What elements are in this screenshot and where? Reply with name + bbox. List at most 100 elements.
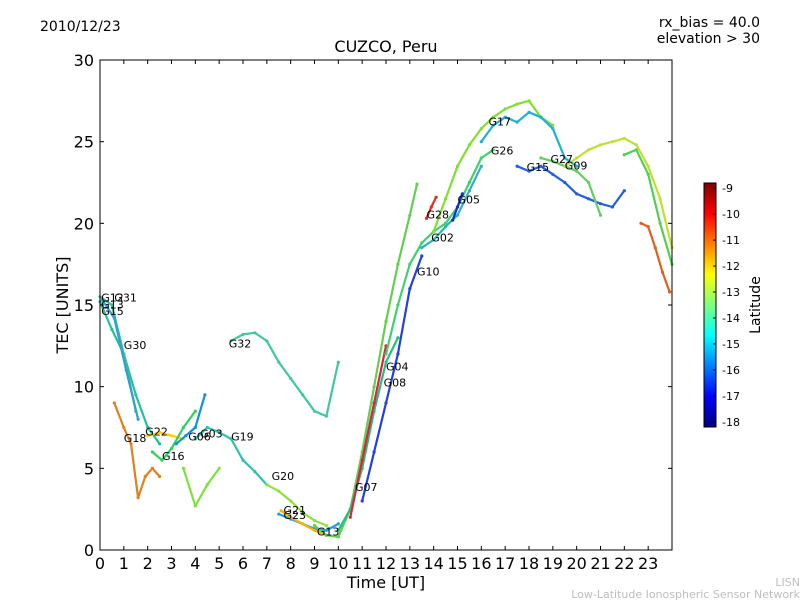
satellite-label: G22 bbox=[145, 426, 168, 439]
series-g06 bbox=[174, 393, 207, 446]
series-g07 bbox=[336, 336, 400, 533]
data-point bbox=[253, 470, 257, 474]
data-point bbox=[634, 148, 638, 152]
data-point bbox=[372, 450, 376, 454]
data-point bbox=[241, 458, 245, 462]
x-tick-label: 15 bbox=[447, 554, 467, 573]
colorbar-tick-label: -11 bbox=[722, 234, 740, 247]
data-point bbox=[279, 509, 283, 513]
data-point bbox=[134, 393, 138, 397]
satellite-label: G30 bbox=[124, 339, 147, 352]
satellite-label: G03 bbox=[200, 427, 223, 440]
series-g30 bbox=[98, 300, 162, 446]
data-point bbox=[658, 197, 662, 201]
x-tick-label: 11 bbox=[352, 554, 372, 573]
data-point bbox=[646, 164, 650, 168]
data-point bbox=[184, 434, 188, 438]
satellite-label: G18 bbox=[124, 432, 147, 445]
data-point bbox=[324, 533, 328, 537]
data-point bbox=[265, 339, 269, 343]
data-point bbox=[658, 221, 662, 225]
data-point bbox=[110, 303, 114, 307]
data-point bbox=[527, 110, 531, 114]
series-g14 bbox=[622, 148, 674, 266]
data-point bbox=[136, 417, 140, 421]
colorbar-tick-label: -14 bbox=[722, 312, 740, 325]
data-point bbox=[587, 148, 591, 152]
x-tick-label: 18 bbox=[519, 554, 539, 573]
series-g08 bbox=[348, 344, 388, 519]
data-point bbox=[143, 474, 147, 479]
x-tick-label: 0 bbox=[95, 554, 105, 573]
x-tick-label: 21 bbox=[590, 554, 610, 573]
series-line bbox=[265, 483, 328, 527]
data-point bbox=[598, 202, 603, 206]
series-layer bbox=[98, 99, 674, 539]
data-point bbox=[360, 458, 364, 462]
plot-background bbox=[100, 60, 672, 550]
series-g20 bbox=[265, 483, 328, 528]
y-tick-label: 30 bbox=[74, 51, 94, 70]
data-point bbox=[150, 466, 154, 470]
data-point bbox=[479, 127, 483, 131]
data-point bbox=[515, 120, 519, 124]
data-point bbox=[160, 458, 164, 462]
colorbar-tick-label: -10 bbox=[722, 208, 740, 221]
data-point bbox=[205, 483, 209, 487]
data-point bbox=[467, 180, 471, 185]
data-point bbox=[551, 172, 555, 176]
series-line bbox=[349, 344, 388, 519]
data-point bbox=[136, 496, 140, 500]
x-tick-label: 9 bbox=[309, 554, 319, 573]
data-point bbox=[312, 519, 317, 523]
satellite-label: G28 bbox=[427, 208, 450, 221]
x-tick-label: 16 bbox=[471, 554, 491, 573]
satellite-label: G07 bbox=[355, 481, 378, 494]
x-tick-label: 19 bbox=[543, 554, 563, 573]
x-tick-label: 8 bbox=[286, 554, 296, 573]
x-axis-label: Time [UT] bbox=[346, 573, 425, 592]
colorbar: -9 -10 -11 -12 -13 -14 -15 -16 -17 -18 Latitude bbox=[703, 182, 764, 429]
data-point bbox=[420, 254, 424, 258]
x-tick-label: 14 bbox=[423, 554, 443, 573]
x-tick-label: 13 bbox=[400, 554, 420, 573]
data-point bbox=[527, 169, 531, 173]
x-tick-label: 23 bbox=[638, 554, 658, 573]
data-point bbox=[253, 331, 257, 335]
data-point bbox=[336, 360, 340, 364]
satellite-label: G17 bbox=[489, 115, 512, 128]
data-point bbox=[336, 535, 340, 539]
y-axis-label: TEC [UNITS] bbox=[53, 257, 72, 355]
data-point bbox=[539, 156, 543, 160]
x-tick-label: 4 bbox=[190, 554, 200, 573]
y-tick-label: 5 bbox=[84, 459, 94, 478]
data-point bbox=[146, 434, 150, 438]
data-point bbox=[460, 192, 464, 196]
data-point bbox=[434, 195, 438, 199]
series-g13 bbox=[312, 182, 419, 539]
data-point bbox=[396, 262, 400, 266]
y-tick-label: 20 bbox=[74, 214, 94, 233]
data-point bbox=[229, 339, 233, 343]
data-point bbox=[181, 466, 185, 470]
data-point bbox=[479, 156, 483, 160]
data-point bbox=[563, 164, 567, 168]
data-point bbox=[622, 153, 626, 157]
data-point bbox=[193, 437, 197, 441]
series-line bbox=[182, 467, 221, 507]
data-point bbox=[203, 393, 207, 397]
data-point bbox=[598, 143, 603, 147]
colorbar-tick-label: -18 bbox=[722, 416, 740, 429]
x-tick-label: 3 bbox=[166, 554, 176, 573]
x-tick-label: 5 bbox=[214, 554, 224, 573]
data-point bbox=[444, 225, 448, 229]
chart-title: CUZCO, Peru bbox=[334, 37, 437, 56]
data-point bbox=[110, 327, 114, 332]
data-point bbox=[289, 376, 293, 381]
satellite-label: G12 bbox=[101, 292, 124, 305]
data-point bbox=[312, 523, 317, 528]
series-g16 bbox=[150, 409, 197, 462]
data-point bbox=[634, 143, 638, 147]
series-line bbox=[563, 137, 674, 249]
